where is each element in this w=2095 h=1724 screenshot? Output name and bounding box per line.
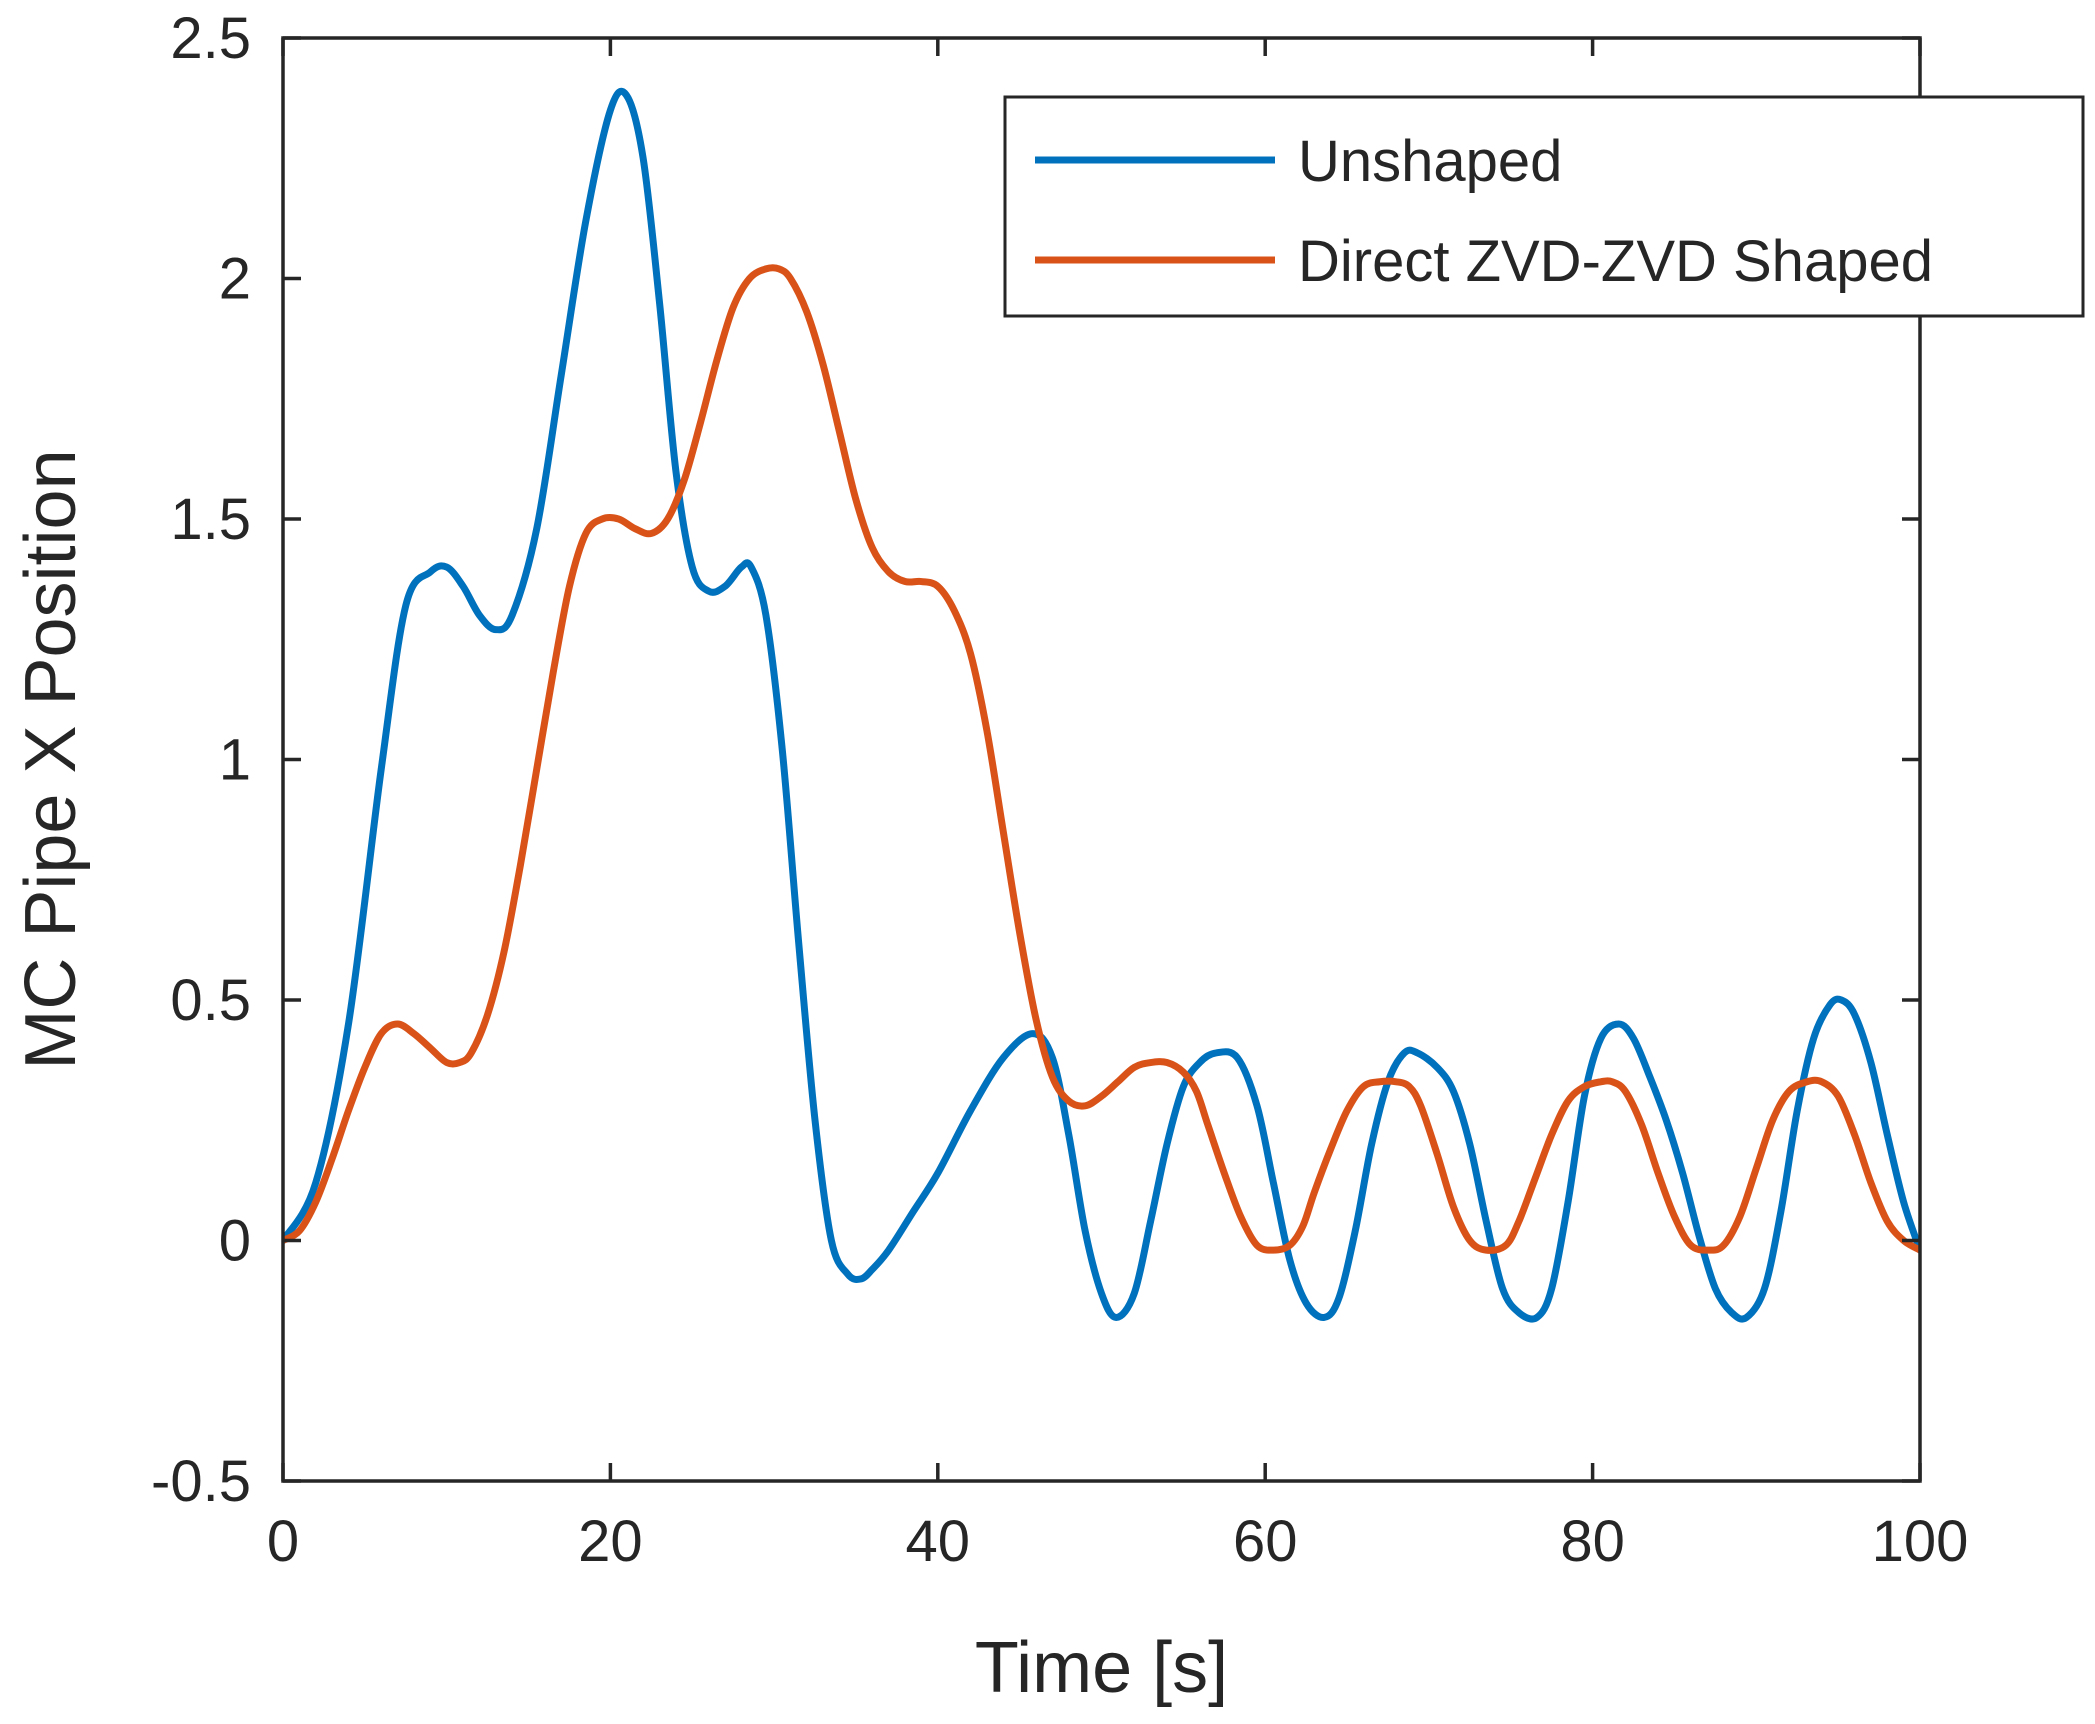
legend-box bbox=[1003, 95, 2085, 318]
series-layer bbox=[283, 87, 1920, 1323]
y-tick-label-0: 0 bbox=[219, 1209, 251, 1274]
x-tick-label-40: 40 bbox=[906, 1509, 971, 1574]
y-tick-label--0.5: -0.5 bbox=[151, 1449, 251, 1514]
y-tick-label-2.5: 2.5 bbox=[170, 6, 251, 71]
legend-label-unshaped: Unshaped bbox=[1298, 129, 1562, 194]
x-tick-label-60: 60 bbox=[1233, 1509, 1298, 1574]
series-line-unshaped bbox=[283, 87, 1920, 1323]
x-axis-label: Time [s] bbox=[975, 1628, 1228, 1708]
x-tick-label-0: 0 bbox=[267, 1509, 299, 1574]
y-tick-label-1.5: 1.5 bbox=[170, 487, 251, 552]
y-tick-label-0.5: 0.5 bbox=[170, 968, 251, 1033]
y-axis-label: MC Pipe X Position bbox=[11, 449, 91, 1069]
y-tick-label-2: 2 bbox=[219, 247, 251, 312]
plot-frame bbox=[281, 36, 1922, 1483]
legend: Unshaped Direct ZVD-ZVD Shaped bbox=[1003, 95, 2085, 318]
x-tick-label-80: 80 bbox=[1560, 1509, 1625, 1574]
x-tick-label-100: 100 bbox=[1872, 1509, 1969, 1574]
tick-layer: 0 20 40 60 80 100-0.500.511.522.5 bbox=[151, 6, 1968, 1574]
legend-label-shaped: Direct ZVD-ZVD Shaped bbox=[1298, 229, 1933, 294]
x-tick-label-20: 20 bbox=[578, 1509, 643, 1574]
series-line-shaped bbox=[283, 264, 1920, 1254]
y-tick-label-1: 1 bbox=[219, 728, 251, 793]
